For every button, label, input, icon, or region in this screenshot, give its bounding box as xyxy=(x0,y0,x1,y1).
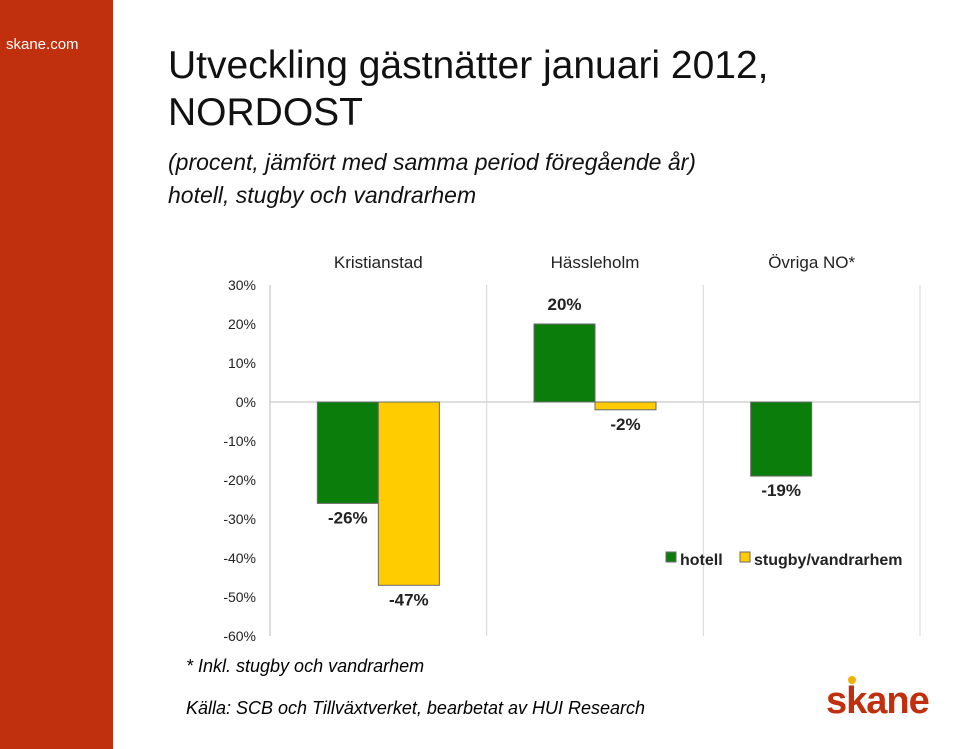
title-line-1: Utveckling gästnätter januari 2012, xyxy=(168,44,769,87)
y-tick-label: 30% xyxy=(228,277,256,293)
y-tick-label: -30% xyxy=(223,511,256,527)
y-tick-label: -40% xyxy=(223,550,256,566)
data-label: -2% xyxy=(610,415,640,434)
category-label: Kristianstad xyxy=(334,253,423,272)
logo-dot-icon xyxy=(848,676,856,684)
subtitle-line-2: hotell, stugby och vandrarhem xyxy=(168,182,477,208)
legend-label: stugby/vandrarhem xyxy=(754,552,902,569)
skane-logo: skane xyxy=(826,676,936,726)
category-label: Övriga NO* xyxy=(768,253,855,272)
legend-swatch xyxy=(665,551,677,563)
category-label: Hässleholm xyxy=(551,253,640,272)
y-tick-label: 20% xyxy=(228,316,256,332)
data-label: -19% xyxy=(761,481,801,500)
bar-stugby-vandrarhem xyxy=(594,401,657,411)
logo-text: skane xyxy=(826,680,930,722)
brand-sidebar: skane.com xyxy=(0,0,113,749)
site-label: skane.com xyxy=(6,36,79,53)
data-label: -47% xyxy=(389,590,429,609)
y-tick-labels: 30% 20% 10% 0% -10% -20% -30% -40% -50% -60% xyxy=(223,277,256,644)
y-tick-label: 0% xyxy=(236,394,256,410)
legend-swatch xyxy=(739,551,751,563)
subtitle-line-1: (procent, jämfört med samma period föreg… xyxy=(168,149,696,175)
data-label: 20% xyxy=(547,295,581,314)
category-labels: Kristianstad Hässleholm Övriga NO* xyxy=(334,253,856,272)
data-labels: -26% -47% 20% -2% -19% xyxy=(328,295,801,609)
bar-hotell xyxy=(750,401,813,477)
page-title: Utveckling gästnätter januari 2012, NORD… xyxy=(168,42,769,136)
y-tick-label: -50% xyxy=(223,589,256,605)
y-tick-label: 10% xyxy=(228,355,256,371)
y-tick-label: -60% xyxy=(223,628,256,644)
bars xyxy=(316,323,813,586)
y-tick-label: -10% xyxy=(223,433,256,449)
source-note: Källa: SCB och Tillväxtverket, bearbetat… xyxy=(186,698,646,718)
data-label: -26% xyxy=(328,508,368,527)
y-tick-label: -20% xyxy=(223,472,256,488)
title-line-2: NORDOST xyxy=(168,91,363,134)
footnote: * Inkl. stugby och vandrarhem xyxy=(186,656,425,676)
legend-label: hotell xyxy=(680,552,723,569)
legend: hotell stugby/vandrarhem xyxy=(665,551,902,569)
bar-hotell xyxy=(316,401,379,504)
bar-hotell xyxy=(533,323,596,403)
bar-stugby-vandrarhem xyxy=(377,401,440,586)
page-subtitle: (procent, jämfört med samma period föreg… xyxy=(168,146,696,212)
